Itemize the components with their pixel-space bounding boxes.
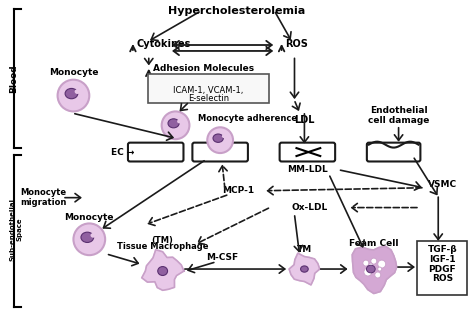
- FancyArrowPatch shape: [321, 265, 346, 273]
- FancyArrowPatch shape: [145, 58, 153, 64]
- Text: ROS: ROS: [432, 274, 453, 284]
- Text: MCP-1: MCP-1: [222, 186, 254, 195]
- Text: TM: TM: [297, 245, 312, 254]
- FancyArrowPatch shape: [275, 12, 291, 39]
- FancyArrowPatch shape: [294, 216, 302, 251]
- Circle shape: [207, 127, 233, 153]
- Text: (TM): (TM): [152, 236, 173, 245]
- FancyArrowPatch shape: [352, 204, 417, 212]
- FancyArrowPatch shape: [219, 166, 227, 189]
- Ellipse shape: [65, 88, 78, 99]
- Text: Tissue Macrophage: Tissue Macrophage: [117, 242, 209, 251]
- FancyArrowPatch shape: [185, 265, 285, 273]
- FancyBboxPatch shape: [367, 143, 420, 161]
- Text: TGF-β: TGF-β: [428, 245, 457, 254]
- Circle shape: [162, 111, 190, 139]
- Text: ICAM-1, VCAM-1,: ICAM-1, VCAM-1,: [173, 86, 244, 95]
- FancyBboxPatch shape: [280, 143, 335, 161]
- Circle shape: [371, 258, 377, 264]
- Text: ROS: ROS: [285, 39, 309, 49]
- FancyArrowPatch shape: [151, 12, 199, 41]
- Text: Sub-endothelial
Space: Sub-endothelial Space: [9, 198, 22, 261]
- Text: M-CSF: M-CSF: [206, 253, 238, 262]
- Text: LDL: LDL: [294, 115, 315, 125]
- FancyArrowPatch shape: [75, 114, 173, 140]
- Text: MM-LDL: MM-LDL: [287, 166, 328, 174]
- Text: Monocyte: Monocyte: [64, 213, 114, 222]
- Ellipse shape: [301, 266, 308, 272]
- FancyBboxPatch shape: [418, 241, 467, 295]
- Text: Monocyte: Monocyte: [49, 68, 98, 77]
- Text: Monocyte
migration: Monocyte migration: [20, 188, 67, 207]
- Text: Adhesion Molecules: Adhesion Molecules: [153, 64, 254, 73]
- Text: Ox-LDL: Ox-LDL: [291, 203, 328, 212]
- Polygon shape: [352, 247, 397, 293]
- FancyArrowPatch shape: [292, 102, 300, 110]
- FancyArrowPatch shape: [414, 158, 438, 194]
- Ellipse shape: [213, 134, 223, 142]
- FancyArrowPatch shape: [434, 197, 442, 240]
- Polygon shape: [142, 250, 184, 290]
- Circle shape: [364, 268, 372, 276]
- Circle shape: [378, 260, 386, 268]
- Circle shape: [369, 263, 373, 267]
- Text: Foam Cell: Foam Cell: [349, 239, 399, 248]
- Text: Blood: Blood: [9, 64, 18, 93]
- Text: Cytokines: Cytokines: [137, 39, 191, 49]
- Text: E-selectin: E-selectin: [188, 94, 229, 103]
- Circle shape: [73, 223, 105, 255]
- Circle shape: [378, 267, 382, 271]
- Ellipse shape: [366, 265, 375, 273]
- Text: Endothelial
cell damage: Endothelial cell damage: [368, 106, 429, 125]
- FancyBboxPatch shape: [192, 143, 248, 161]
- Text: Monocyte adherence: Monocyte adherence: [198, 114, 298, 123]
- FancyArrowPatch shape: [394, 128, 403, 140]
- Ellipse shape: [74, 89, 80, 94]
- FancyArrowPatch shape: [330, 176, 364, 247]
- Ellipse shape: [158, 267, 168, 276]
- Ellipse shape: [177, 119, 182, 123]
- Circle shape: [363, 260, 369, 266]
- Ellipse shape: [222, 134, 227, 138]
- FancyBboxPatch shape: [128, 143, 183, 161]
- Text: Hypercholesterolemia: Hypercholesterolemia: [168, 6, 306, 16]
- Text: PDGF: PDGF: [428, 264, 456, 273]
- FancyArrowPatch shape: [300, 114, 309, 142]
- FancyArrowPatch shape: [188, 263, 214, 273]
- FancyArrowPatch shape: [291, 58, 299, 98]
- FancyArrowPatch shape: [65, 194, 81, 202]
- FancyArrowPatch shape: [198, 208, 268, 244]
- FancyArrowPatch shape: [103, 161, 204, 228]
- Ellipse shape: [168, 119, 179, 128]
- Ellipse shape: [91, 233, 96, 238]
- Circle shape: [375, 272, 381, 278]
- FancyArrowPatch shape: [267, 186, 422, 195]
- FancyArrowPatch shape: [340, 170, 420, 190]
- FancyArrowPatch shape: [173, 47, 272, 55]
- FancyArrowPatch shape: [109, 255, 138, 266]
- FancyBboxPatch shape: [148, 74, 269, 103]
- Text: VSMC: VSMC: [428, 180, 457, 189]
- Ellipse shape: [81, 232, 94, 242]
- FancyArrowPatch shape: [173, 41, 272, 49]
- FancyArrowPatch shape: [181, 103, 187, 110]
- FancyArrowPatch shape: [398, 263, 414, 271]
- FancyArrowPatch shape: [148, 195, 227, 226]
- Text: IGF-1: IGF-1: [429, 255, 456, 263]
- Polygon shape: [289, 253, 319, 285]
- Text: EC →: EC →: [111, 148, 135, 157]
- Circle shape: [57, 80, 89, 111]
